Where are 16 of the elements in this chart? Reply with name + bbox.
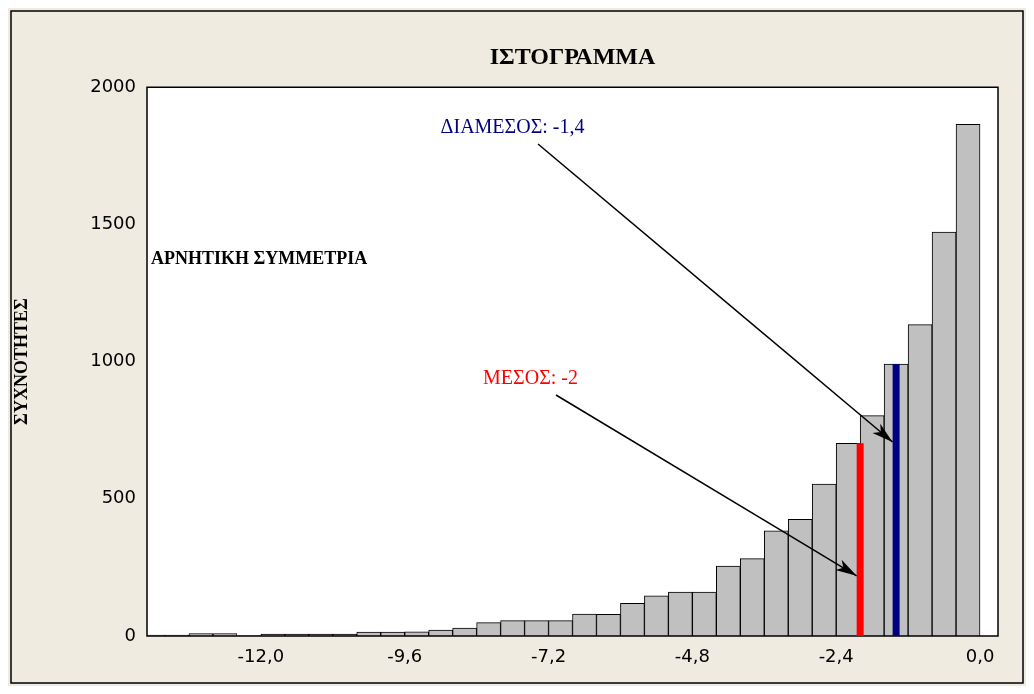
- x-tick-label: 0,0: [965, 645, 995, 667]
- annotation: ΑΡΝΗΤΙΚΗ ΣΥΜΜΕΤΡΙΑ: [151, 247, 368, 268]
- ref-line-label: ΜΕΣΟΣ: -2: [483, 366, 579, 389]
- x-tick-label: -12,0: [237, 645, 285, 667]
- x-tick-label: -9,6: [387, 645, 423, 667]
- x-tick-label: -4,8: [674, 645, 710, 667]
- y-axis-title: ΣΥΧΝΟΤΗΤΕΣ: [11, 298, 32, 425]
- y-tick-label: 2000: [90, 74, 136, 96]
- x-tick-label: -2,4: [818, 645, 854, 667]
- y-tick-label: 1500: [90, 212, 136, 234]
- ref-line-label: ΔΙΑΜΕΣΟΣ: -1,4: [440, 115, 585, 138]
- y-tick-label: 0: [124, 623, 136, 645]
- y-tick-label: 500: [101, 486, 136, 508]
- y-tick-label: 1000: [90, 349, 136, 371]
- x-tick-label: -7,2: [530, 645, 567, 667]
- chart-title: ΙΣΤΟΓΡΑΜΜΑ: [489, 43, 656, 70]
